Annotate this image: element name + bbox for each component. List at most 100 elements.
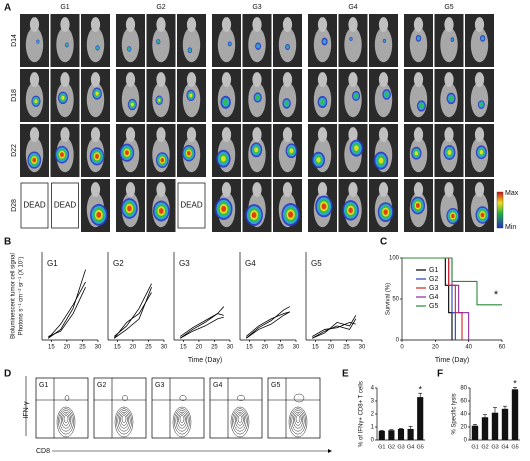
mouse-head [252,17,262,33]
mouse-image [338,69,368,122]
contour [291,410,305,432]
signal-line [245,311,290,339]
mouse-head [444,182,454,198]
mouse-body [152,27,170,63]
signal-blob [124,150,129,156]
mouse-image [404,69,433,122]
mouse-body [182,27,201,63]
mouse-head [413,17,424,33]
contour [58,408,74,435]
mouse-head [282,127,293,143]
signal-blob [414,151,419,156]
mouse-head [474,182,485,198]
x-tick-label: 15 [312,345,319,351]
mouse-head [282,72,293,88]
legend-label: G3 [429,285,438,292]
mouse-image [404,124,433,177]
x-tick-label: 60 [499,345,506,351]
signal-blob [419,103,424,109]
x-tick-label: 20 [432,345,439,351]
contour [114,406,134,438]
mouse-body [374,82,393,118]
flow-frame [267,377,321,439]
mouse-image [116,124,145,177]
flow-frame [151,377,205,439]
x-tick-label: G3 [397,444,404,450]
signal-blob [479,149,484,155]
annotation: * [418,385,422,395]
contour [118,411,130,429]
contour [288,406,308,438]
mouse-body [25,27,44,63]
signal-blob [61,95,65,100]
signal-blob [37,40,39,43]
x-tick-label: G1 [378,444,385,450]
group-header: G5 [444,4,453,11]
mouse-image [242,124,272,177]
mouse-head [29,17,40,33]
signal-blob [66,43,68,46]
signal-blob [251,212,257,219]
mouse-image [81,14,110,67]
signal-blob [288,211,294,218]
x-tick-label: 25 [277,345,284,351]
mouse-body [217,27,236,63]
mouse-head [474,72,485,88]
signal-blob [130,102,134,107]
signal-blob [354,145,359,151]
contour [117,410,131,432]
mouse-head [156,17,166,33]
dead-label: DEAD [54,201,76,210]
y-tick-label: 40 [460,412,467,418]
legend-label: G5 [429,303,438,310]
mouse-head [29,72,40,88]
signal-blob [378,157,384,164]
signal-line [245,306,290,339]
signal-line [113,287,152,339]
contour [230,406,250,438]
x-axis-label: Time (Day) [188,357,222,364]
mouse-image [212,14,241,67]
contour [174,408,190,435]
y-axis-label: % Specific lysis [452,393,458,434]
mouse-image [434,179,464,232]
flow-group-label: G2 [97,382,106,389]
dead-label: DEAD [23,201,45,210]
mouse-image [242,14,272,67]
day-label: D28 [11,199,18,212]
x-tick-label: 25 [211,345,218,351]
mouse-head [378,72,389,88]
signal-blob [289,148,294,154]
signal-blob [481,36,485,41]
group-header: G1 [60,4,69,11]
mouse-head [282,17,293,33]
mouse-head [317,72,328,88]
y-tick-label: 100 [389,256,400,262]
y-tick-label: 1 [371,425,375,431]
mouse-image [369,179,398,232]
chart-title: G2 [113,259,124,268]
contour [236,413,244,426]
mouse-body [374,27,393,63]
signal-blob [95,153,99,159]
signal-line [312,318,357,339]
contour [63,415,69,423]
panel-label: B [4,237,11,248]
y-axis-label: Survival (%) [386,283,392,315]
contour [293,393,305,403]
mouse-image [116,179,145,232]
day-label: D18 [11,89,18,102]
mouse-image [434,69,464,122]
mouse-head [221,72,232,88]
flow-frame [93,377,147,439]
contour [234,411,246,429]
mouse-image [273,124,302,177]
group-header: G2 [156,4,165,11]
group-header: G4 [348,4,357,11]
mouse-head [378,182,389,198]
signal-blob [479,102,483,107]
signal-line [312,315,357,339]
x-tick-label: 30 [293,345,300,351]
mouse-image [81,124,110,177]
